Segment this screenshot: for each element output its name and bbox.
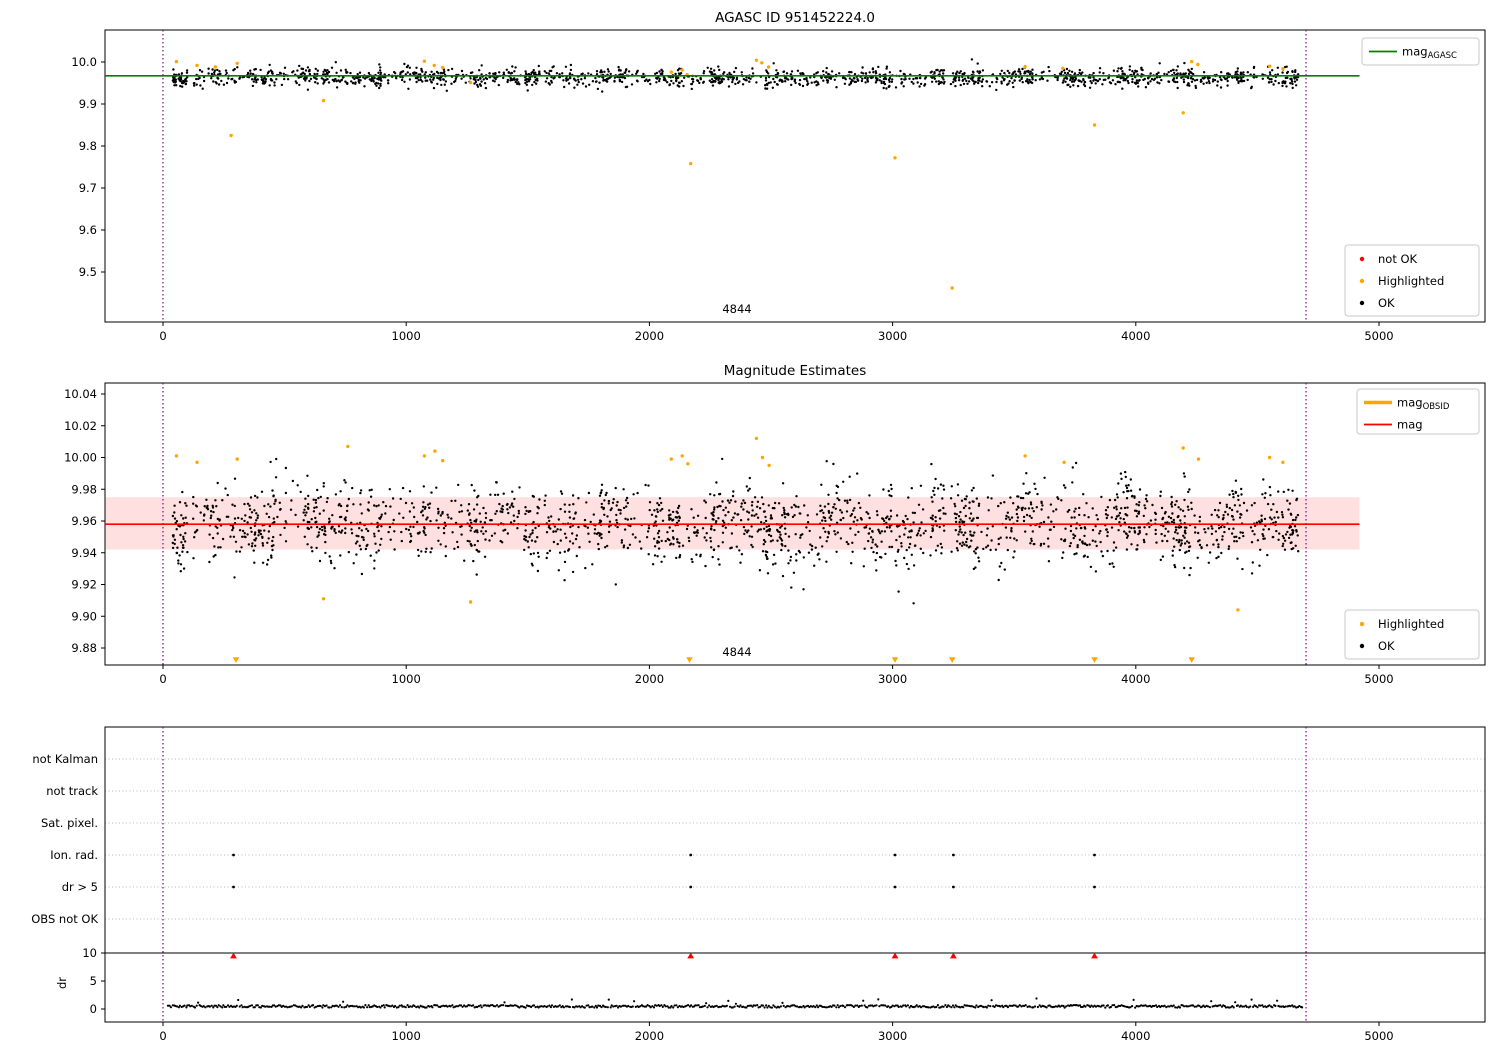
ok-legend-label: OK <box>1378 639 1395 653</box>
overlay-layer: AGASC ID 951452224.0 Magnitude Estimates… <box>55 10 1480 989</box>
plot2-marker-legend: Highlighted OK <box>1344 609 1480 660</box>
y-tick-label: 9.9 <box>79 97 97 111</box>
y-tick-label: 9.8 <box>79 139 97 153</box>
plots-layer: 10.09.99.89.79.69.50 1000 2000 3000 4000 5000… <box>31 29 1486 1043</box>
ok-scatter-points <box>171 457 1300 605</box>
clipped-low-markers <box>232 657 1195 663</box>
x-tick-label: 4000 <box>1121 672 1150 686</box>
not-ok-marker-icon <box>1359 256 1365 262</box>
legend-box <box>1344 609 1480 660</box>
flag-points <box>232 853 1096 889</box>
x-tick-label: 1000 <box>392 329 421 343</box>
highlighted-legend-label: Highlighted <box>1378 274 1444 288</box>
highlighted-scatter-points <box>174 436 1285 612</box>
category-label: Sat. pixel. <box>41 816 98 830</box>
ok-marker-icon <box>1359 300 1365 306</box>
mag-legend-label: mag <box>1397 418 1423 432</box>
category-label: not Kalman <box>32 752 98 766</box>
mag-agasc-legend-label: magAGASC <box>1402 45 1457 62</box>
x-tick-label: 4000 <box>1121 329 1150 343</box>
dr-exceed-markers <box>230 952 1098 959</box>
y-tick-label: 9.90 <box>71 609 97 623</box>
category-label: not track <box>46 784 98 798</box>
dr-axis-label: dr <box>55 977 69 989</box>
y-tick-label: 9.7 <box>79 181 97 195</box>
y-tick-label: 9.88 <box>71 641 97 655</box>
x-tick-label: 2000 <box>635 329 664 343</box>
y-tick-label: 10.0 <box>71 55 97 69</box>
category-label: Ion. rad. <box>50 848 98 862</box>
y-tick-label: 9.92 <box>71 578 97 592</box>
dr-tick-label: 10 <box>82 946 97 960</box>
legend-box <box>1356 388 1480 435</box>
not-ok-legend-label: not OK <box>1378 252 1418 266</box>
plot2-title: Magnitude Estimates <box>724 363 866 379</box>
x-tick-label: 0 <box>159 329 166 343</box>
legend-box <box>1361 37 1480 66</box>
x-tick-label: 0 <box>159 672 166 686</box>
x-tick-label: 2000 <box>635 1029 664 1043</box>
x-tick-label: 5000 <box>1364 1029 1393 1043</box>
y-tick-label: 10.00 <box>64 451 97 465</box>
x-tick-label: 4000 <box>1121 1029 1150 1043</box>
highlighted-scatter-points <box>174 58 1285 290</box>
x-tick-label: 5000 <box>1364 329 1393 343</box>
plot2-count-annotation: 4844 <box>722 645 751 659</box>
ok-marker-icon <box>1359 643 1365 649</box>
category-label: dr > 5 <box>62 880 98 894</box>
x-tick-label: 0 <box>159 1029 166 1043</box>
category-label: OBS not OK <box>31 912 98 926</box>
x-tick-label: 3000 <box>878 1029 907 1043</box>
legend-box <box>1344 244 1480 317</box>
ok-legend-label: OK <box>1378 296 1395 310</box>
plot1-line-legend: magAGASC <box>1361 37 1480 66</box>
x-tick-label: 1000 <box>392 1029 421 1043</box>
plot1-marker-legend: not OK Highlighted OK <box>1344 244 1480 317</box>
y-tick-label: 9.94 <box>71 546 97 560</box>
y-tick-label: 10.04 <box>64 387 97 401</box>
y-tick-label: 9.6 <box>79 223 97 237</box>
axes-border <box>104 726 1486 1023</box>
x-tick-label: 2000 <box>635 672 664 686</box>
y-tick-label: 9.98 <box>71 482 97 496</box>
y-tick-label: 9.5 <box>79 265 97 279</box>
plot1-count-annotation: 4844 <box>722 302 751 316</box>
axes-border <box>104 382 1486 666</box>
x-tick-label: 5000 <box>1364 672 1393 686</box>
dr-tick-label: 5 <box>90 974 97 988</box>
y-tick-label: 10.02 <box>64 419 97 433</box>
x-tick-label: 1000 <box>392 672 421 686</box>
x-tick-label: 3000 <box>878 329 907 343</box>
y-tick-label: 9.96 <box>71 514 97 528</box>
highlighted-legend-label: Highlighted <box>1378 617 1444 631</box>
plot2-line-legend: magOBSID mag <box>1356 388 1480 435</box>
mag-obsid-legend-label: magOBSID <box>1397 396 1450 413</box>
dr-scatter-points <box>166 997 1304 1009</box>
plot1-title: AGASC ID 951452224.0 <box>715 10 875 26</box>
dr-tick-label: 0 <box>90 1002 97 1016</box>
highlighted-marker-icon <box>1359 278 1365 284</box>
highlighted-marker-icon <box>1359 621 1365 627</box>
axes-border <box>104 29 1486 323</box>
x-tick-label: 3000 <box>878 672 907 686</box>
